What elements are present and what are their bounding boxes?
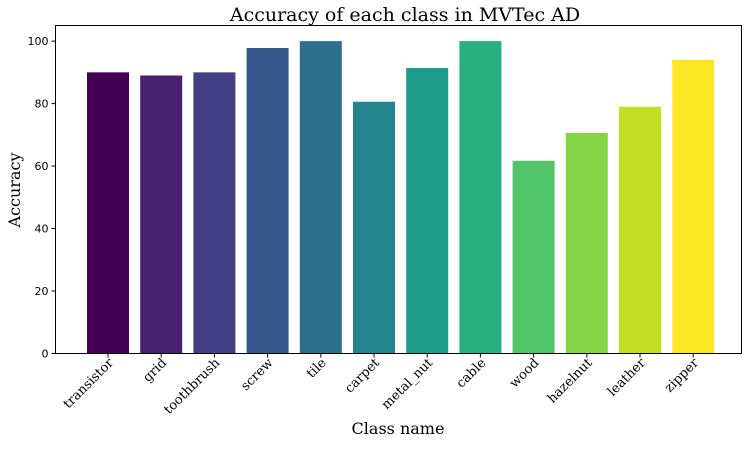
bar-grid xyxy=(140,75,183,354)
bar-carpet xyxy=(353,101,395,354)
y-axis-label: Accuracy xyxy=(5,153,24,229)
y-tick-label: 80 xyxy=(35,98,49,111)
bar-screw xyxy=(246,47,289,354)
bar-zipper xyxy=(672,59,715,354)
plot-frame xyxy=(55,25,742,354)
x-tick-label: wood xyxy=(507,356,542,391)
bar-tile xyxy=(299,41,342,354)
bar-cable xyxy=(459,41,502,354)
x-axis-label: Class name xyxy=(352,419,445,438)
y-tick-label: 40 xyxy=(35,223,49,236)
bar-toothbrush xyxy=(193,72,236,354)
bar-metal_nut xyxy=(406,67,449,354)
bar-wood xyxy=(512,160,555,354)
x-tick-label: cable xyxy=(454,356,490,392)
y-tick-label: 20 xyxy=(35,285,49,298)
chart-title: Accuracy of each class in MVTec AD xyxy=(229,4,580,26)
bar-transistor xyxy=(87,72,129,354)
bars-group xyxy=(87,41,715,354)
x-tick-label: screw xyxy=(238,356,276,394)
bar-leather xyxy=(619,106,661,354)
x-tick-label: leather xyxy=(605,355,649,399)
y-tick-label: 0 xyxy=(42,348,49,361)
x-tick-label: metal_nut xyxy=(379,355,437,413)
bar-hazelnut xyxy=(565,132,608,354)
x-tick-label: zipper xyxy=(662,355,703,396)
y-tick-label: 60 xyxy=(35,160,49,173)
y-tick-label: 100 xyxy=(28,35,49,48)
x-tick-label: tile xyxy=(304,356,330,382)
x-tick-label: grid xyxy=(140,356,170,386)
x-tick-label: toothbrush xyxy=(161,355,223,417)
y-axis-ticks: 0 20 40 60 80 100 xyxy=(28,35,56,361)
x-tick-label: hazelnut xyxy=(545,355,596,406)
x-tick-label: carpet xyxy=(342,355,383,396)
x-tick-label: transistor xyxy=(61,355,118,412)
